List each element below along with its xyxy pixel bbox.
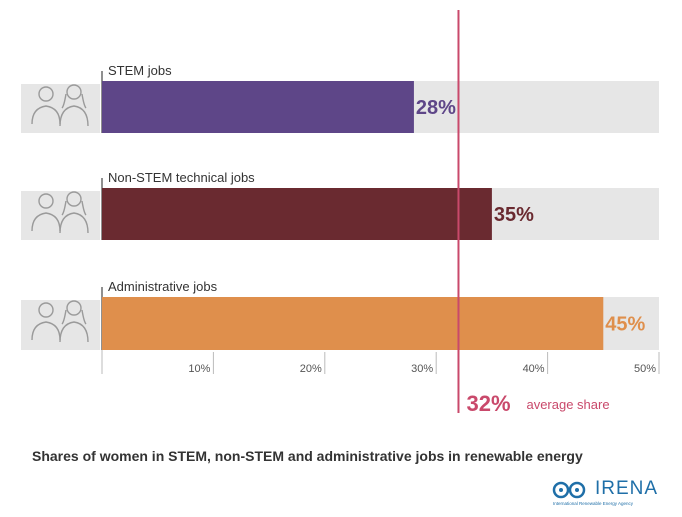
irena-logo-icon — [552, 481, 586, 499]
bar — [102, 297, 604, 350]
x-axis: 10% 20% 30% 40% 50% — [101, 350, 660, 375]
male-female-technicians-icon — [31, 191, 89, 234]
category-label: Administrative jobs — [108, 279, 218, 294]
hair — [61, 93, 87, 109]
tick-label: 30% — [411, 363, 433, 375]
average-label: average share — [526, 397, 609, 412]
bar — [102, 81, 414, 133]
hair — [61, 309, 87, 325]
bar — [102, 188, 492, 240]
male-female-office-workers-icon — [31, 300, 89, 343]
head — [66, 191, 82, 207]
shoulders — [31, 212, 61, 232]
average-value: 32% — [466, 391, 510, 416]
shoulders — [31, 321, 61, 341]
tick-label: 40% — [523, 363, 545, 375]
value-label: 28% — [416, 97, 456, 119]
shoulders — [31, 105, 61, 125]
worker-icons — [21, 84, 100, 350]
head — [38, 302, 54, 318]
shoulders — [59, 212, 89, 234]
shoulders — [59, 105, 89, 127]
value-label: 35% — [494, 204, 534, 226]
head — [66, 84, 82, 100]
shoulders — [59, 321, 89, 343]
hair — [61, 200, 87, 216]
head — [38, 86, 54, 102]
head — [66, 300, 82, 316]
bars: STEM jobs 28% Non-STEM technical jobs 35% Ad… — [101, 63, 659, 350]
head — [38, 193, 54, 209]
irena-logo: IRENA International Renewable Energy Age… — [551, 478, 661, 512]
icon-box — [21, 300, 100, 350]
category-label: STEM jobs — [108, 63, 172, 78]
category-label: Non-STEM technical jobs — [108, 170, 255, 185]
value-label: 45% — [605, 314, 645, 336]
tick-label: 50% — [634, 363, 656, 375]
logo-subtitle: International Renewable Energy Agency — [553, 501, 634, 506]
chart-caption: Shares of women in STEM, non-STEM and ad… — [32, 448, 583, 464]
male-female-engineers-icon — [31, 84, 89, 127]
tick-label: 20% — [300, 363, 322, 375]
tick-label: 10% — [188, 363, 210, 375]
average-line: 32% average share — [457, 10, 610, 416]
logo-name: IRENA — [595, 478, 659, 499]
